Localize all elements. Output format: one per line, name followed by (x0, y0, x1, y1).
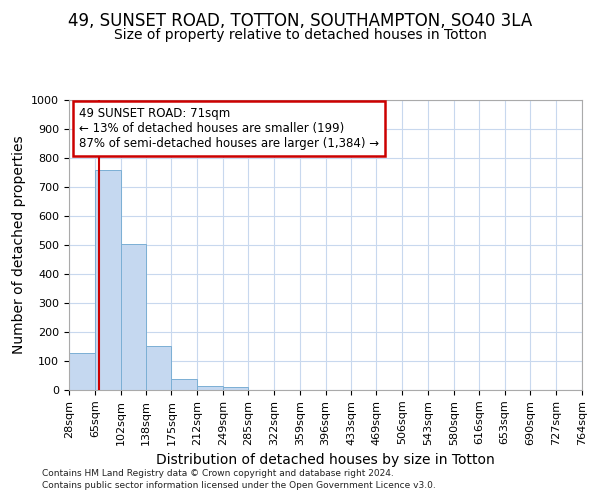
Text: 49, SUNSET ROAD, TOTTON, SOUTHAMPTON, SO40 3LA: 49, SUNSET ROAD, TOTTON, SOUTHAMPTON, SO… (68, 12, 532, 30)
X-axis label: Distribution of detached houses by size in Totton: Distribution of detached houses by size … (156, 453, 495, 467)
Bar (146, 346, 172, 390)
Text: 49 SUNSET ROAD: 71sqm
← 13% of detached houses are smaller (199)
87% of semi-det: 49 SUNSET ROAD: 71sqm ← 13% of detached … (79, 108, 379, 150)
Bar (172, 379, 197, 390)
Bar (197, 386, 223, 390)
Y-axis label: Number of detached properties: Number of detached properties (12, 136, 26, 354)
Text: Contains HM Land Registry data © Crown copyright and database right 2024.: Contains HM Land Registry data © Crown c… (42, 468, 394, 477)
Text: Contains public sector information licensed under the Open Government Licence v3: Contains public sector information licen… (42, 481, 436, 490)
Bar (69, 353, 95, 390)
Text: Size of property relative to detached houses in Totton: Size of property relative to detached ho… (113, 28, 487, 42)
Bar (223, 387, 248, 390)
Bar (95, 170, 121, 390)
Bar (121, 244, 146, 390)
